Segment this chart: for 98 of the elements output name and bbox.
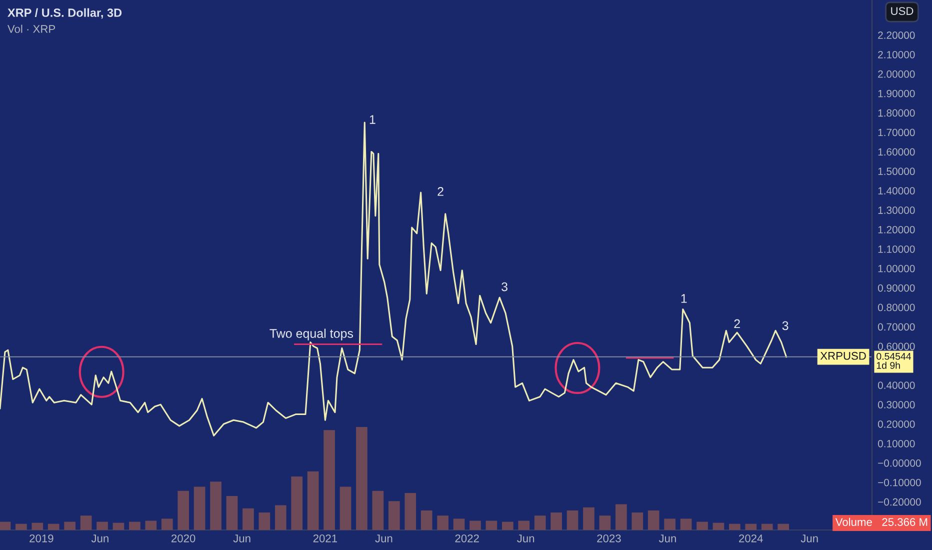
bar [242,508,254,530]
bar [307,471,319,530]
annotation: 3 [502,282,508,292]
y-tick-label: −0.00000 [878,459,921,467]
y-tick-label: 1.40000 [878,187,915,194]
bar [194,486,206,530]
x-tick-label: 2022 [455,534,479,542]
y-tick-label: 2.10000 [878,50,915,58]
bar [112,522,124,530]
bar [420,510,432,530]
bar [161,518,173,530]
bar [178,490,190,530]
bar [745,524,757,530]
y-tick-label: 0.30000 [878,401,915,408]
bar [502,522,514,530]
annotation: Two equal tops [270,328,354,340]
y-tick-label: 0.80000 [878,304,915,312]
bar [453,518,465,530]
x-tick-label: 2020 [172,534,196,542]
annotation: 3 [782,321,788,330]
y-tick-label: 0.40000 [878,382,915,389]
x-tick-label: 2024 [739,534,763,542]
bar [534,516,546,530]
y-tick-label: 0.90000 [878,284,915,292]
y-tick-label: 1.00000 [878,264,915,272]
y-axis-title: USD [891,7,914,15]
bar [778,524,789,530]
bar [696,522,708,530]
annotation: 2 [438,187,444,196]
bar [404,492,416,530]
bar [388,501,400,530]
bar [356,427,368,530]
bar [550,512,562,530]
bar [145,520,157,530]
bar [129,522,140,530]
bar [372,490,384,530]
x-tick-label: Jun [91,534,108,542]
bar [226,496,238,530]
bar [16,524,27,530]
bar [32,522,44,530]
y-tick-label: 1.60000 [878,148,915,156]
annotation: 1 [681,294,687,303]
annotation: 2 [734,319,740,328]
x-tick-label: Jun [800,534,818,542]
y-tick-label: 2.00000 [878,70,915,78]
bar [324,430,335,530]
y-tick-label: 0.10000 [878,440,915,448]
y-tick-label: 0.20000 [878,420,915,428]
bar [712,522,724,530]
y-tick-label: 1.90000 [878,90,915,98]
x-tick-label: 2019 [30,534,54,542]
y-tick-label: −0.20000 [878,498,921,506]
text: Vol · XRP [8,24,56,33]
y-tick-label: 2.20000 [878,32,915,39]
bar [437,516,448,530]
y-tick-label: 1.70000 [878,128,915,136]
annotation: 0.54544 1d 9h [876,352,912,369]
bar [258,512,270,530]
bar [80,516,92,530]
bar [599,516,611,530]
text: Volume 25.366 M [835,518,928,526]
bar [64,522,76,530]
x-tick-label: Jun [233,534,250,542]
bar [0,522,11,530]
y-tick-label: 1.10000 [878,245,915,253]
annotation: 1 [370,115,376,124]
bar [210,482,222,530]
x-tick-label: 2021 [313,534,338,542]
bar [566,510,578,530]
text: XRP / U.S. Dollar, 3D [8,8,122,19]
ref-line-label: XRPUSD [820,352,866,360]
bar [470,520,481,530]
bar [274,505,286,530]
bar [340,486,352,530]
y-tick-label: 1.20000 [878,226,915,234]
bar [291,476,303,530]
bar [632,512,644,530]
y-tick-label: 0.60000 [878,342,915,350]
y-tick-label: 1.80000 [878,109,915,117]
bar [96,522,108,530]
bar [648,510,660,530]
y-tick-label: 0.70000 [878,323,915,331]
x-tick-label: Jun [517,534,534,542]
y-tick-label: 1.30000 [878,206,915,214]
bar [664,518,676,530]
bar [48,524,60,530]
bar [583,507,594,530]
bar [761,524,773,530]
y-tick-label: 1.50000 [878,168,915,176]
x-tick-label: Jun [658,534,676,542]
x-tick-label: Jun [375,534,392,542]
bar [729,524,740,530]
bar [615,504,627,530]
x-tick-label: 2023 [597,534,621,542]
bar [680,518,692,530]
bar [518,520,530,530]
y-tick-label: −0.10000 [878,478,921,486]
bar [486,520,498,530]
